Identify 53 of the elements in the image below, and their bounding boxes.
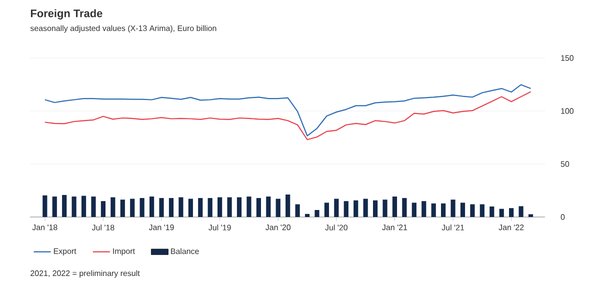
bar xyxy=(470,204,475,217)
bar xyxy=(382,200,388,217)
bar xyxy=(198,198,203,217)
bar xyxy=(402,198,407,217)
bar xyxy=(188,198,193,217)
bar xyxy=(431,203,436,217)
chart-title: Foreign Trade xyxy=(30,9,102,20)
bar xyxy=(168,198,174,217)
bar xyxy=(441,203,446,217)
bar xyxy=(354,200,358,217)
bar xyxy=(528,214,534,217)
bar xyxy=(149,196,154,217)
bar xyxy=(412,202,416,217)
bar xyxy=(72,196,76,217)
bar xyxy=(499,208,504,217)
bar xyxy=(256,198,261,217)
bar xyxy=(450,200,456,217)
bar xyxy=(91,196,96,217)
line-series xyxy=(44,91,532,140)
bar xyxy=(304,214,310,217)
bar xyxy=(509,208,514,217)
bar xyxy=(480,204,484,217)
bar xyxy=(392,196,398,217)
bar xyxy=(334,198,339,217)
bar xyxy=(130,198,135,217)
bar xyxy=(490,206,494,217)
bar xyxy=(236,197,242,217)
bar xyxy=(422,201,426,217)
bar xyxy=(227,197,232,217)
bar xyxy=(246,196,252,217)
bar xyxy=(276,198,280,217)
bar xyxy=(460,202,466,217)
bar xyxy=(314,210,320,217)
bar xyxy=(266,196,271,217)
bar xyxy=(52,196,57,217)
bar xyxy=(62,194,67,217)
bar xyxy=(295,204,300,217)
bar xyxy=(81,196,86,217)
bar xyxy=(120,200,125,217)
bar xyxy=(344,201,348,217)
bar xyxy=(324,202,329,217)
bar xyxy=(110,197,116,217)
bar xyxy=(208,198,212,217)
bar xyxy=(140,198,144,217)
bar xyxy=(100,201,106,217)
bar xyxy=(372,200,378,217)
bar xyxy=(42,195,48,217)
bar xyxy=(178,197,184,217)
bar xyxy=(159,198,164,217)
bar xyxy=(218,197,222,217)
bar xyxy=(286,194,290,217)
bar xyxy=(518,206,524,217)
bar xyxy=(363,198,368,217)
